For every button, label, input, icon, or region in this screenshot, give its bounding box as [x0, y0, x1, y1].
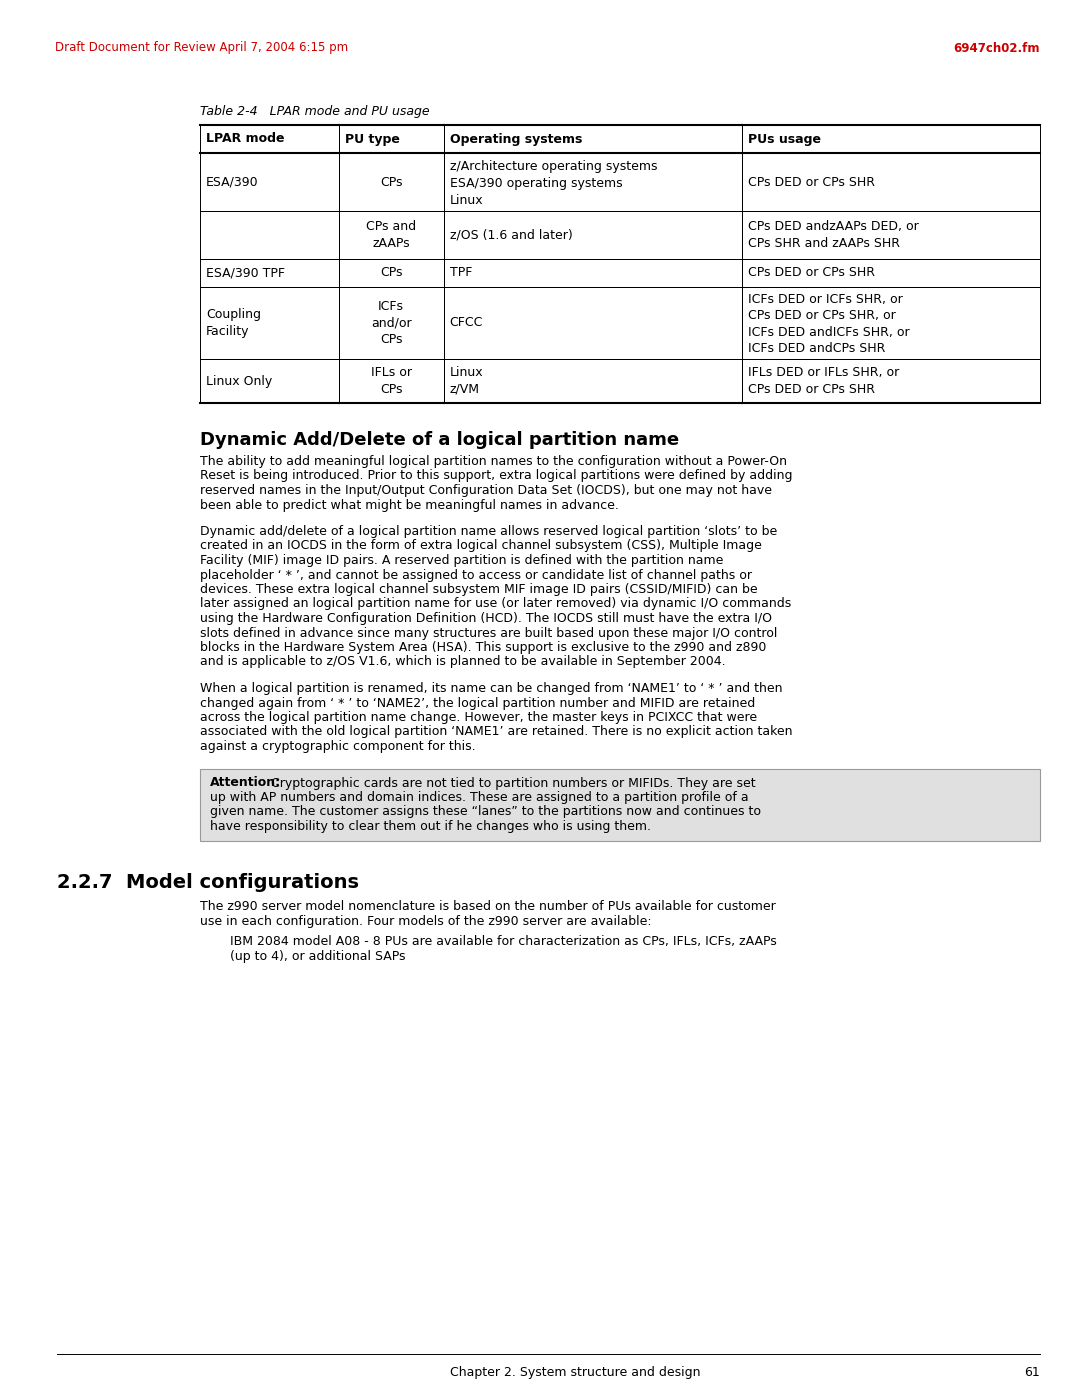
Text: up with AP numbers and domain indices. These are assigned to a partition profile: up with AP numbers and domain indices. T… [210, 791, 748, 805]
Text: Cryptographic cards are not tied to partition numbers or MIFIDs. They are set: Cryptographic cards are not tied to part… [267, 777, 756, 789]
Text: blocks in the Hardware System Area (HSA). This support is exclusive to the z990 : blocks in the Hardware System Area (HSA)… [200, 641, 767, 654]
Text: created in an IOCDS in the form of extra logical channel subsystem (CSS), Multip: created in an IOCDS in the form of extra… [200, 539, 761, 552]
Text: LPAR mode: LPAR mode [206, 133, 284, 145]
Text: Coupling
Facility: Coupling Facility [206, 309, 261, 338]
Text: Dynamic add/delete of a logical partition name allows reserved logical partition: Dynamic add/delete of a logical partitio… [200, 525, 778, 538]
Text: placeholder ‘ * ’, and cannot be assigned to access or candidate list of channel: placeholder ‘ * ’, and cannot be assigne… [200, 569, 752, 581]
Text: devices. These extra logical channel subsystem MIF image ID pairs (CSSID/MIFID) : devices. These extra logical channel sub… [200, 583, 758, 597]
Text: Linux Only: Linux Only [206, 374, 272, 387]
Text: changed again from ‘ * ’ to ‘NAME2’, the logical partition number and MIFID are : changed again from ‘ * ’ to ‘NAME2’, the… [200, 697, 755, 710]
Bar [200, 768, 1040, 841]
Text: CPs DED andzAAPs DED, or
CPs SHR and zAAPs SHR: CPs DED andzAAPs DED, or CPs SHR and zAA… [747, 221, 919, 250]
Text: IBM 2084 model A08 - 8 PUs are available for characterization as CPs, IFLs, ICFs: IBM 2084 model A08 - 8 PUs are available… [230, 936, 777, 949]
Text: slots defined in advance since many structures are built based upon these major : slots defined in advance since many stru… [200, 626, 778, 640]
Text: use in each configuration. Four models of the z990 server are available:: use in each configuration. Four models o… [200, 915, 651, 928]
Text: 2.2.7  Model configurations: 2.2.7 Model configurations [57, 873, 359, 891]
Text: When a logical partition is renamed, its name can be changed from ‘NAME1’ to ‘ *: When a logical partition is renamed, its… [200, 682, 783, 694]
Text: CPs DED or CPs SHR: CPs DED or CPs SHR [747, 176, 875, 189]
Text: z/OS (1.6 and later): z/OS (1.6 and later) [449, 229, 572, 242]
Text: ICFs
and/or
CPs: ICFs and/or CPs [370, 300, 411, 346]
Text: Table 2-4   LPAR mode and PU usage: Table 2-4 LPAR mode and PU usage [200, 105, 430, 117]
Text: given name. The customer assigns these “lanes” to the partitions now and continu: given name. The customer assigns these “… [210, 806, 761, 819]
Text: Chapter 2. System structure and design: Chapter 2. System structure and design [449, 1366, 700, 1379]
Text: CPs: CPs [380, 267, 403, 279]
Text: Dynamic Add/Delete of a logical partition name: Dynamic Add/Delete of a logical partitio… [200, 432, 679, 448]
Text: ESA/390: ESA/390 [206, 176, 258, 189]
Text: PU type: PU type [345, 133, 400, 145]
Text: TPF: TPF [449, 267, 472, 279]
Text: CPs DED or CPs SHR: CPs DED or CPs SHR [747, 267, 875, 279]
Text: (up to 4), or additional SAPs: (up to 4), or additional SAPs [230, 950, 405, 963]
Text: Draft Document for Review April 7, 2004 6:15 pm: Draft Document for Review April 7, 2004 … [55, 42, 348, 54]
Text: been able to predict what might be meaningful names in advance.: been able to predict what might be meani… [200, 499, 619, 511]
Text: z/Architecture operating systems
ESA/390 operating systems
Linux: z/Architecture operating systems ESA/390… [449, 161, 657, 207]
Text: ICFs DED or ICFs SHR, or
CPs DED or CPs SHR, or
ICFs DED andICFs SHR, or
ICFs DE: ICFs DED or ICFs SHR, or CPs DED or CPs … [747, 293, 909, 355]
Text: CFCC: CFCC [449, 317, 483, 330]
Text: IFLs or
CPs: IFLs or CPs [370, 366, 411, 395]
Text: ESA/390 TPF: ESA/390 TPF [206, 267, 285, 279]
Text: IFLs DED or IFLs SHR, or
CPs DED or CPs SHR: IFLs DED or IFLs SHR, or CPs DED or CPs … [747, 366, 899, 395]
Text: using the Hardware Configuration Definition (HCD). The IOCDS still must have the: using the Hardware Configuration Definit… [200, 612, 772, 624]
Text: across the logical partition name change. However, the master keys in PCIXCC tha: across the logical partition name change… [200, 711, 757, 724]
Text: 61: 61 [1024, 1366, 1040, 1379]
Text: Attention:: Attention: [210, 777, 281, 789]
Text: Facility (MIF) image ID pairs. A reserved partition is defined with the partitio: Facility (MIF) image ID pairs. A reserve… [200, 555, 724, 567]
Text: associated with the old logical partition ‘NAME1’ are retained. There is no expl: associated with the old logical partitio… [200, 725, 793, 739]
Text: reserved names in the Input/Output Configuration Data Set (IOCDS), but one may n: reserved names in the Input/Output Confi… [200, 483, 772, 497]
Text: Operating systems: Operating systems [449, 133, 582, 145]
Text: 6947ch02.fm: 6947ch02.fm [954, 42, 1040, 54]
Text: against a cryptographic component for this.: against a cryptographic component for th… [200, 740, 475, 753]
Text: Linux
z/VM: Linux z/VM [449, 366, 483, 395]
Text: PUs usage: PUs usage [747, 133, 821, 145]
Text: later assigned an logical partition name for use (or later removed) via dynamic : later assigned an logical partition name… [200, 598, 792, 610]
Text: The z990 server model nomenclature is based on the number of PUs available for c: The z990 server model nomenclature is ba… [200, 901, 775, 914]
Text: have responsibility to clear them out if he changes who is using them.: have responsibility to clear them out if… [210, 820, 651, 833]
Text: and is applicable to z/OS V1.6, which is planned to be available in September 20: and is applicable to z/OS V1.6, which is… [200, 655, 726, 669]
Text: The ability to add meaningful logical partition names to the configuration witho: The ability to add meaningful logical pa… [200, 455, 787, 468]
Text: CPs and
zAAPs: CPs and zAAPs [366, 221, 416, 250]
Text: Reset is being introduced. Prior to this support, extra logical partitions were : Reset is being introduced. Prior to this… [200, 469, 793, 482]
Text: CPs: CPs [380, 176, 403, 189]
